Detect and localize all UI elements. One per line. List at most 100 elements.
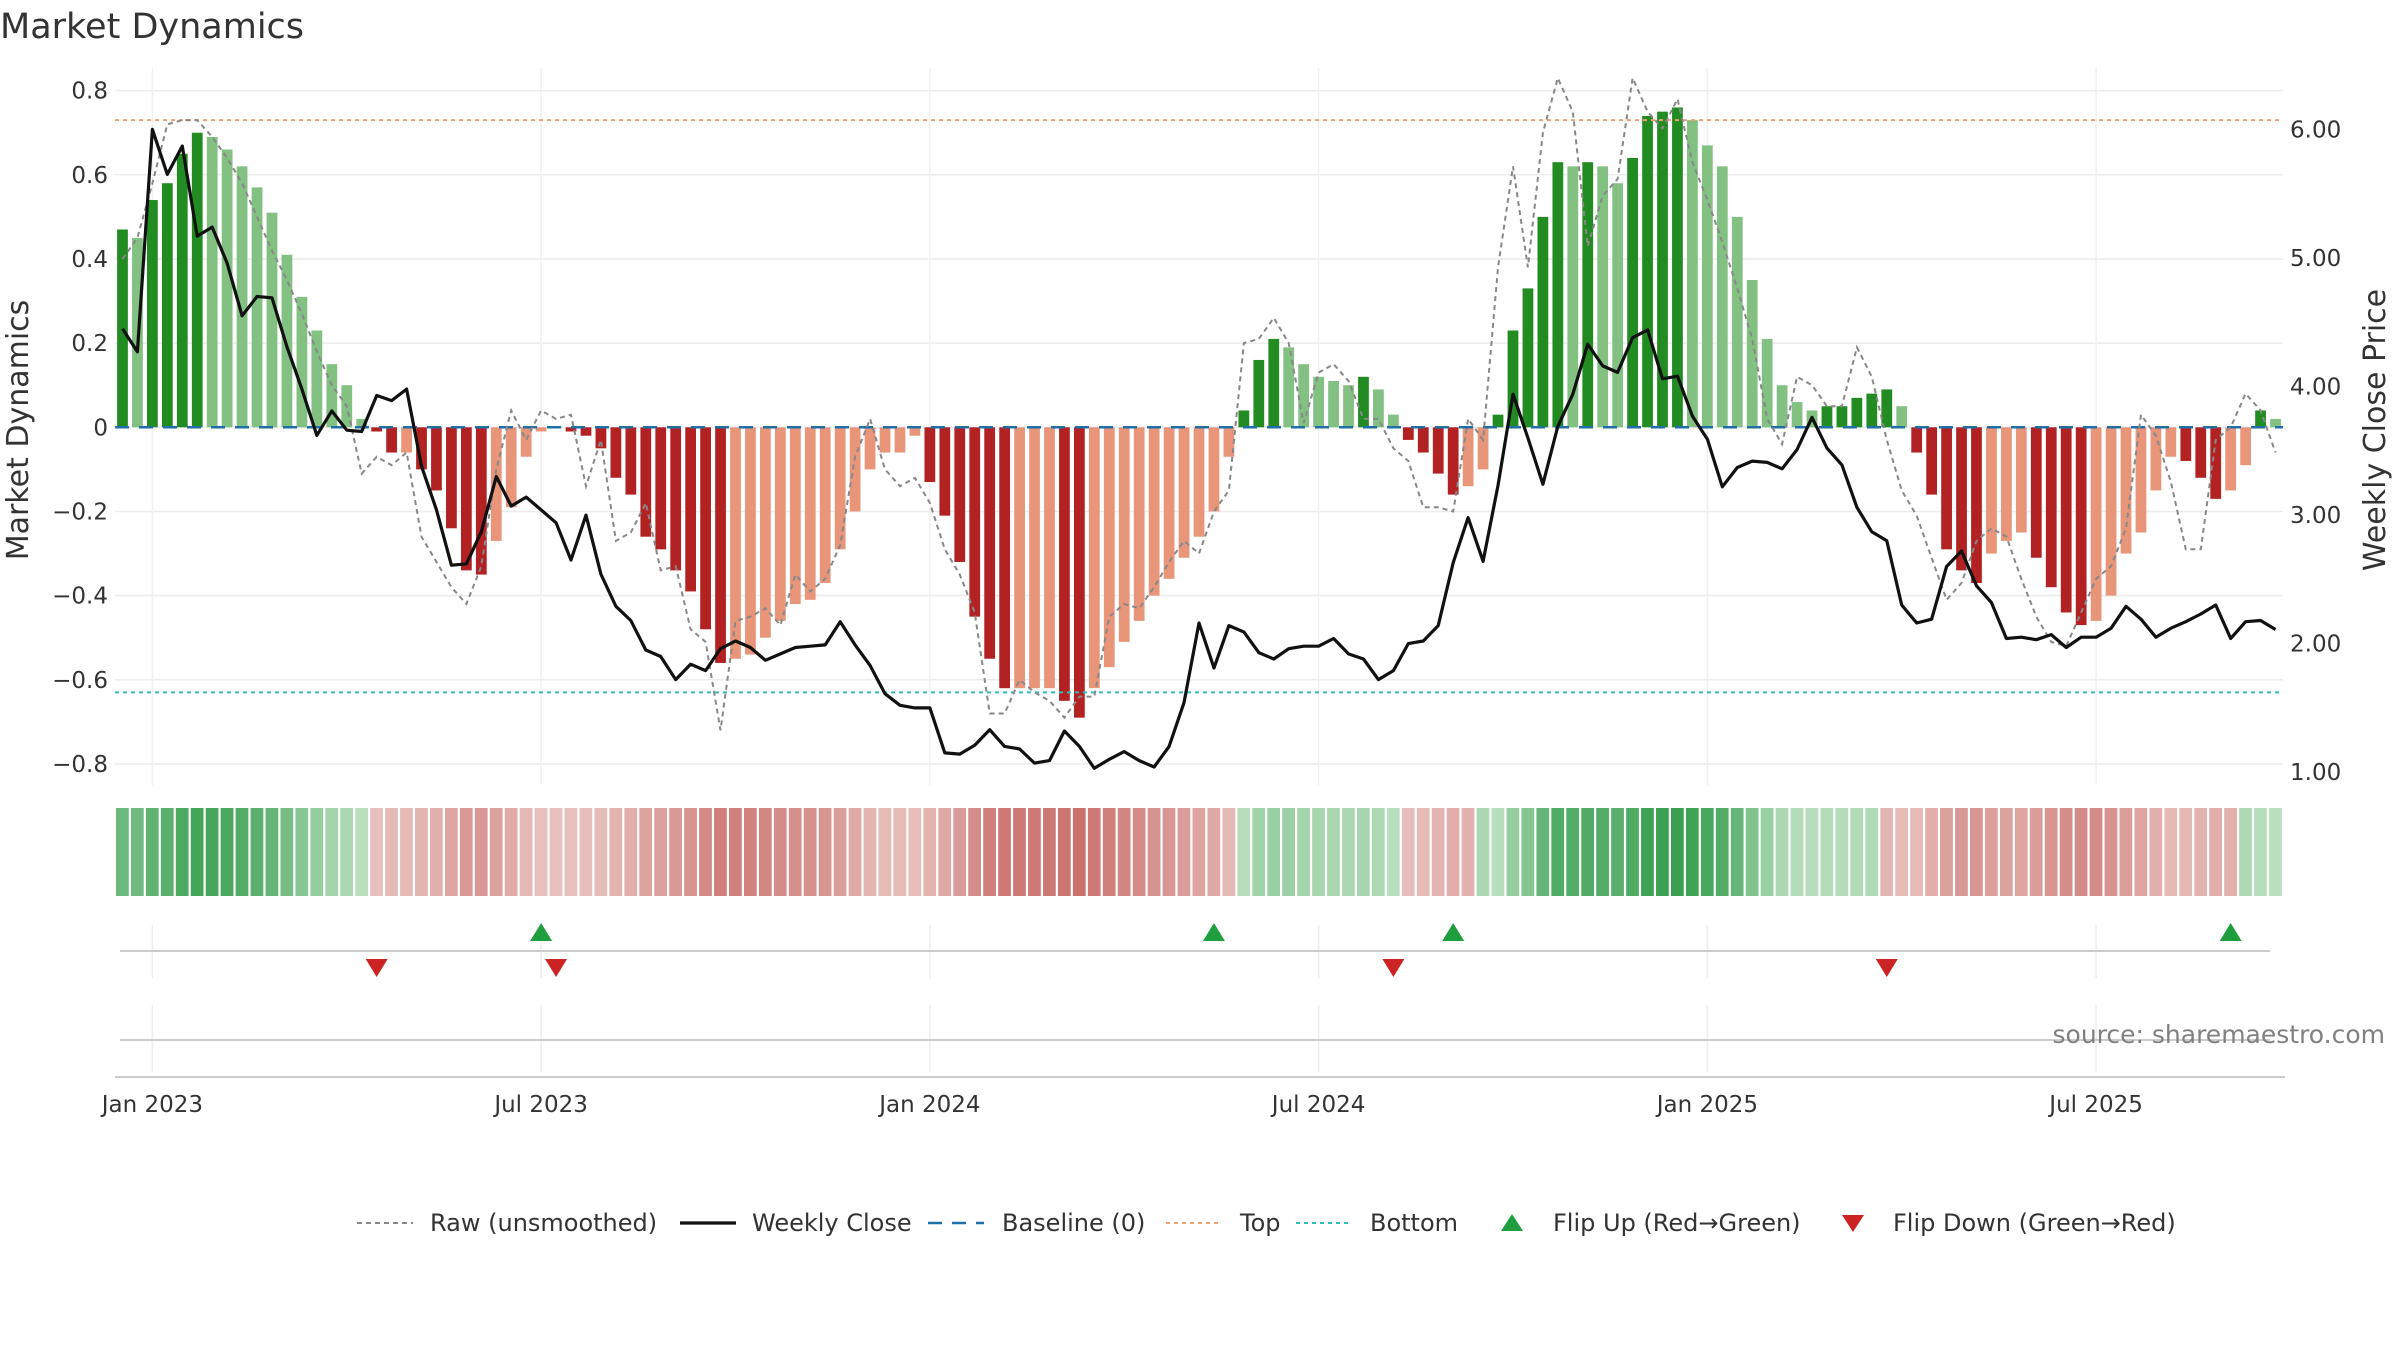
- regime-strip-cell: [116, 808, 129, 896]
- regime-strip-cell: [1237, 808, 1251, 896]
- dynamics-bar: [1851, 397, 1863, 428]
- left-tick-label: −0.4: [52, 584, 108, 610]
- dynamics-bar: [2180, 427, 2192, 461]
- legend-label-flip-up: Flip Up (Red→Green): [1553, 1209, 1801, 1237]
- regime-strip-cell: [1910, 808, 1923, 896]
- dynamics-bar: [1537, 216, 1549, 428]
- dynamics-bar: [909, 427, 921, 436]
- right-tick-label: 2.00: [2290, 632, 2341, 658]
- dynamics-bar: [1836, 406, 1848, 428]
- regime-strip-cell: [1327, 808, 1340, 896]
- regime-strip-cell: [2224, 808, 2237, 896]
- dynamics-bar: [625, 427, 637, 495]
- dynamics-bar: [2060, 427, 2072, 613]
- dynamics-bar: [745, 427, 756, 655]
- regime-strip-cell: [1401, 808, 1415, 896]
- regime-strip-cell: [235, 808, 249, 896]
- dynamics-bar: [969, 427, 981, 617]
- dynamics-bar: [236, 166, 248, 428]
- regime-strip-cell: [175, 808, 189, 896]
- dynamics-bar: [1133, 427, 1145, 621]
- regime-strip-cell: [1536, 808, 1550, 896]
- dynamics-bar: [1088, 427, 1100, 689]
- dynamics-bar: [834, 427, 846, 550]
- regime-strip-cell: [878, 808, 892, 896]
- dynamics-bar: [1447, 427, 1459, 495]
- dynamics-bar: [2240, 427, 2252, 466]
- regime-strip-cell: [1925, 808, 1938, 896]
- left-tick-label: 0: [93, 415, 108, 441]
- legend-label-baseline: Baseline (0): [1002, 1209, 1145, 1237]
- regime-strip-cell: [1760, 808, 1774, 896]
- regime-strip-cell: [1745, 808, 1759, 896]
- regime-strip-cell: [579, 808, 593, 896]
- right-tick-label: 5.00: [2290, 246, 2341, 272]
- regime-strip-cell: [190, 808, 204, 896]
- regime-strip-cell: [1431, 808, 1445, 896]
- dynamics-bar: [1761, 338, 1773, 428]
- regime-strip-cell: [923, 808, 937, 896]
- dynamics-bar: [1911, 427, 1923, 453]
- regime-strip-cell: [1371, 808, 1385, 896]
- x-tick-label: Jul 2025: [2047, 1092, 2143, 1118]
- dynamics-bar: [311, 330, 323, 428]
- regime-strip-cell: [654, 808, 668, 896]
- regime-strip-cell: [489, 808, 503, 896]
- regime-strip-cell: [1641, 808, 1654, 896]
- dynamics-bar: [939, 427, 951, 516]
- dynamics-bar: [1567, 166, 1579, 428]
- dynamics-bar: [1956, 427, 1967, 571]
- dynamics-bar: [1417, 427, 1429, 453]
- regime-strip-cell: [1670, 808, 1684, 896]
- dynamics-bar: [1253, 359, 1265, 428]
- dynamics-bar: [1148, 427, 1160, 596]
- legend-swatch-flip-up: [1501, 1214, 1523, 1231]
- lower-panel: [115, 1005, 2285, 1078]
- dynamics-bar: [1462, 427, 1474, 487]
- regime-strip-cell: [1356, 808, 1370, 896]
- dynamics-bar: [1701, 145, 1713, 428]
- regime-strip-cell: [1850, 808, 1864, 896]
- regime-strip-cell: [684, 808, 697, 896]
- dynamics-bar: [1074, 427, 1085, 718]
- regime-strip-cell: [429, 808, 443, 896]
- regime-strip-cell: [1132, 808, 1146, 896]
- regime-strip-cell: [893, 808, 907, 896]
- dynamics-bar: [1612, 183, 1624, 428]
- regime-strip-cell: [1162, 808, 1176, 896]
- legend-label-weekly-close: Weekly Close: [752, 1209, 912, 1237]
- regime-strip-cell: [534, 808, 548, 896]
- reference-lines: [115, 119, 2283, 694]
- dynamics-bar: [789, 427, 801, 605]
- dynamics-bar: [1657, 111, 1668, 428]
- dynamics-bar: [1672, 107, 1683, 428]
- regime-strip-cell: [1117, 808, 1131, 896]
- regime-strip-cell: [250, 808, 264, 896]
- dynamics-bar: [954, 427, 966, 562]
- x-tick-label: Jul 2023: [492, 1092, 588, 1118]
- dynamics-bar: [1163, 427, 1175, 579]
- dynamics-bar: [1477, 427, 1489, 470]
- regime-strip-cell: [848, 808, 862, 896]
- dynamics-bar: [460, 427, 472, 571]
- regime-strip-cell: [325, 808, 339, 896]
- regime-strip-cell: [1028, 808, 1041, 896]
- dynamics-bar: [191, 132, 203, 428]
- dynamics-bar: [565, 427, 577, 432]
- dynamics-bar: [1522, 288, 1534, 428]
- dynamics-bar: [146, 200, 158, 428]
- y-axis-label-left: Market Dynamics: [1, 300, 36, 561]
- x-tick-label: Jan 2025: [1655, 1092, 1758, 1118]
- dynamics-bar: [1597, 166, 1609, 428]
- dynamics-bar: [1283, 347, 1295, 428]
- left-tick-label: 0.2: [71, 331, 108, 357]
- dynamics-bar: [1029, 427, 1040, 689]
- left-tick-label: 0.6: [71, 163, 108, 189]
- regime-strip-cell: [1386, 808, 1400, 896]
- regime-strip-cell: [1835, 808, 1849, 896]
- regime-strip-cell: [1700, 808, 1714, 896]
- dynamics-bar: [655, 427, 667, 550]
- dynamics-bar: [2001, 427, 2012, 541]
- dynamics-bar: [1178, 427, 1190, 558]
- dynamics-bar: [1821, 406, 1833, 428]
